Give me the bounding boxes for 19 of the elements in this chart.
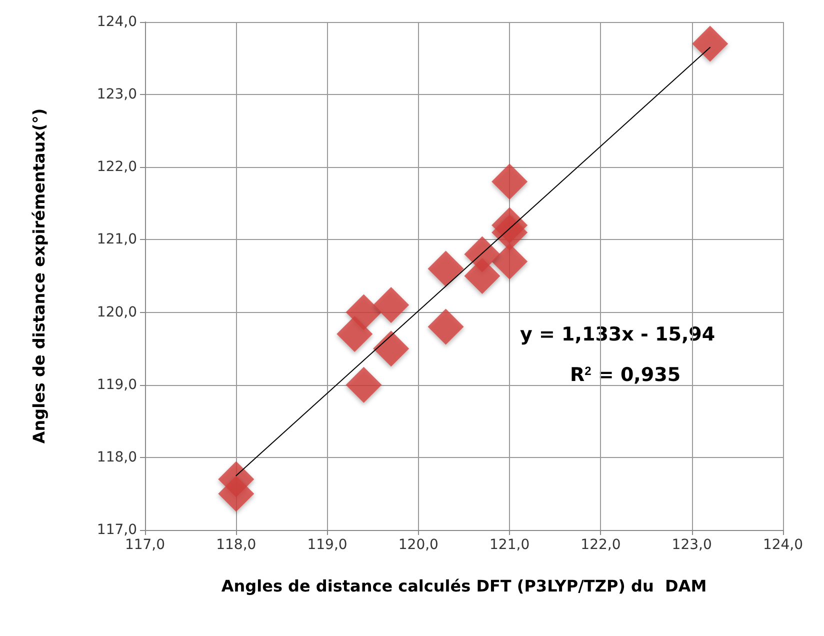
x-tick-label: 118,0 [216,537,256,553]
y-tick-label: 124,0 [96,14,137,30]
y-tick-label: 123,0 [96,86,137,103]
y-axis-title: Angles de distance expirémentaux(°) [30,108,48,444]
x-tick-label: 123,0 [672,537,712,553]
x-tick-label: 124,0 [762,537,804,553]
y-tick-label: 119,0 [96,376,137,393]
y-tick-label: 120,0 [96,304,137,320]
y-tick-label: 121,0 [96,232,137,248]
annotation: y = 1,133x - 15,94 [520,324,716,346]
x-tick-label: 117,0 [124,537,166,553]
x-tick-label: 120,0 [398,537,438,553]
y-tick-label: 117,0 [96,522,137,538]
y-tick-label: 118,0 [96,449,137,466]
x-tick-label: 119,0 [307,537,348,553]
x-tick-label: 121,0 [490,537,530,553]
y-tick-label: 122,0 [96,159,137,176]
x-tick-label: 122,0 [580,537,621,553]
x-axis-title: Angles de distance calculés DFT (P3LYP/TZP) du DAM [221,576,707,596]
